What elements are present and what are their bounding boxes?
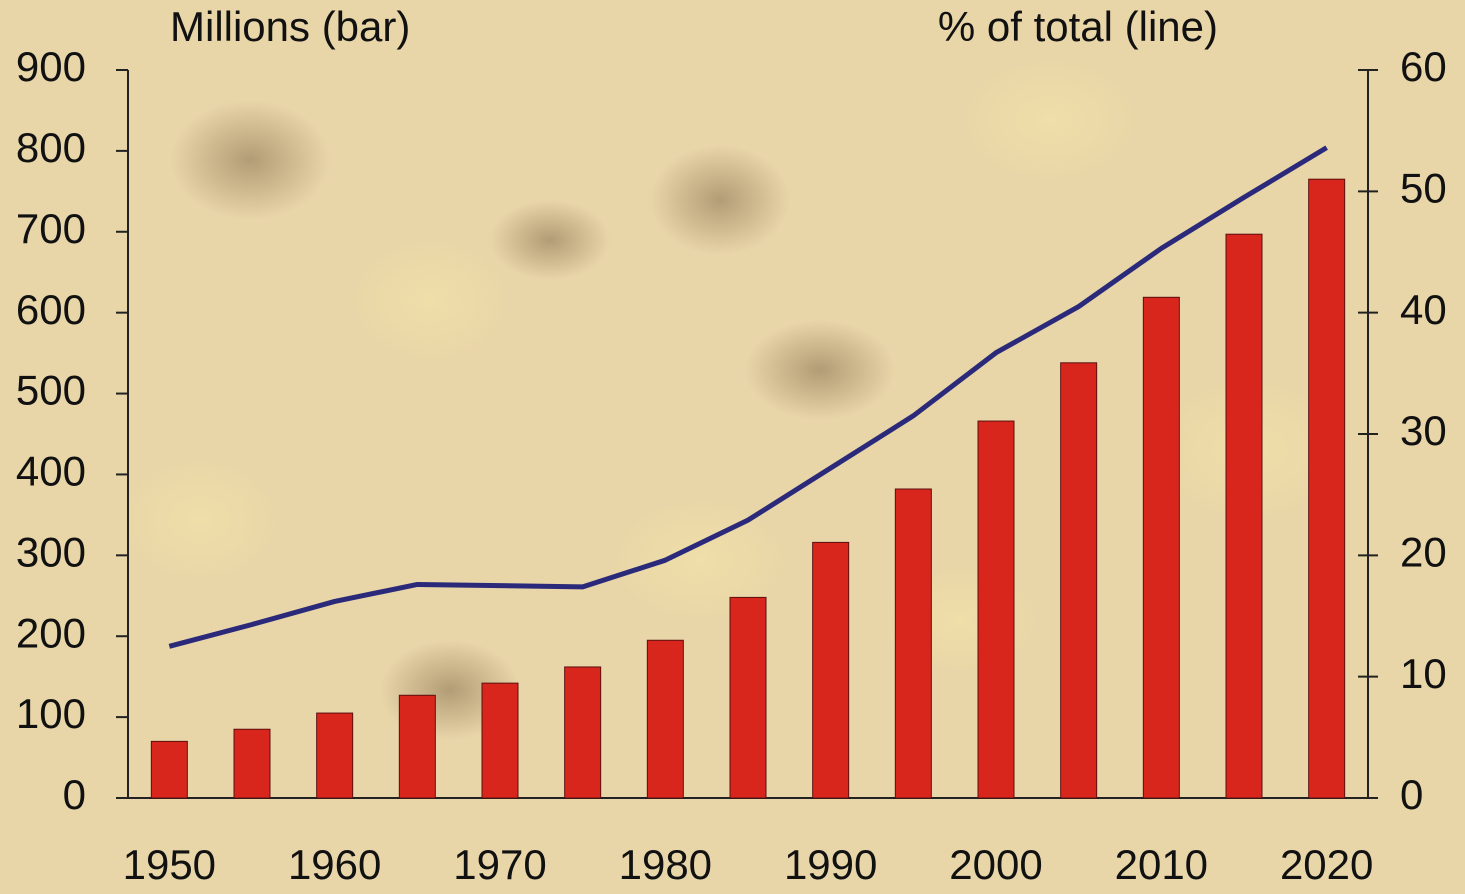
y2-tick-label: 10 [1400,650,1447,697]
y-tick-label: 900 [16,43,86,90]
bar [729,596,767,799]
x-tick-label: 1980 [619,841,712,888]
bar [812,541,850,799]
y2-tick-label: 40 [1400,286,1447,333]
bar [481,682,519,799]
y2-tick-label: 50 [1400,164,1447,211]
y2-axis-title: % of total (line) [938,3,1218,50]
y-axis-title: Millions (bar) [170,3,410,50]
bar [646,639,684,799]
y2-tick-label: 20 [1400,528,1447,575]
x-tick-label: 1990 [784,841,877,888]
bar [977,420,1015,799]
bar [1308,178,1346,799]
y-tick-label: 0 [63,771,86,818]
y-tick-label: 700 [16,205,86,252]
y-tick-label: 200 [16,609,86,656]
y-tick-label: 400 [16,448,86,495]
bar [894,488,932,799]
y2-tick-label: 0 [1400,771,1423,818]
y2-tick-label: 60 [1400,43,1447,90]
bar [1142,296,1180,799]
bar [564,666,602,799]
x-tick-label: 1970 [453,841,546,888]
x-tick-label: 2020 [1280,841,1373,888]
x-tick-label: 2000 [949,841,1042,888]
y-tick-label: 800 [16,124,86,171]
x-tick-label: 2010 [1115,841,1208,888]
y2-tick-label: 30 [1400,407,1447,454]
bar [1225,233,1263,799]
y-tick-label: 100 [16,690,86,737]
bar [1060,362,1098,799]
bar [316,712,354,799]
bar [398,694,436,799]
bar [233,728,271,799]
x-tick-label: 1960 [288,841,381,888]
line [168,145,1328,649]
bar [150,740,188,799]
y-tick-label: 500 [16,367,86,414]
x-tick-label: 1950 [123,841,216,888]
y-tick-label: 600 [16,286,86,333]
y-tick-label: 300 [16,528,86,575]
